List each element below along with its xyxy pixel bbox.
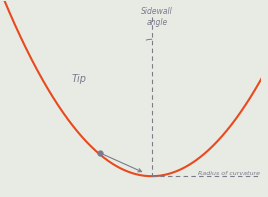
Text: Sidewall
angle: Sidewall angle [141,7,173,27]
Text: Radius of curvature: Radius of curvature [198,171,260,176]
Text: Tip: Tip [72,74,87,84]
